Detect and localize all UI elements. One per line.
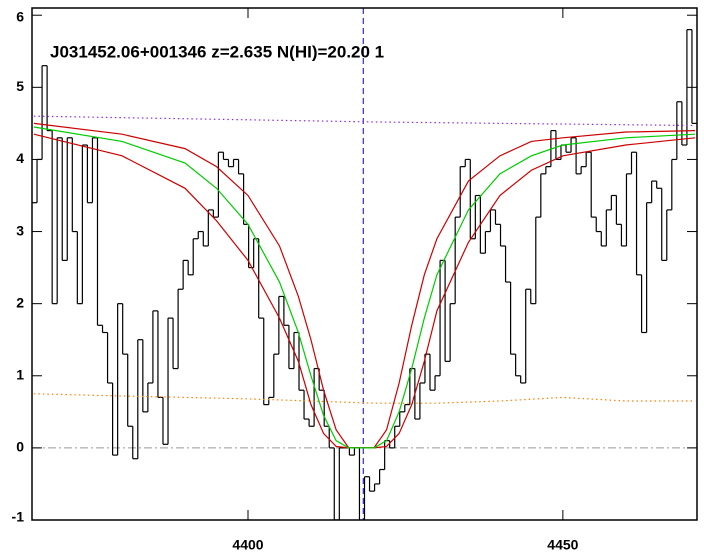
plot-area <box>32 8 697 520</box>
x-tick-label: 4450 <box>547 537 578 553</box>
dotted-curve <box>33 393 696 404</box>
dotted-curve <box>33 115 696 127</box>
y-tick-label: 1 <box>16 366 24 382</box>
y-tick-label: -1 <box>12 509 25 525</box>
y-tick-label: 5 <box>16 78 24 94</box>
y-tick-label: 3 <box>16 222 24 238</box>
chart-title: J031452.06+001346 z=2.635 N(HI)=20.20 1 <box>50 42 384 61</box>
y-tick-label: 4 <box>16 150 24 166</box>
plot-frame <box>31 7 698 521</box>
model-curve <box>33 133 696 449</box>
y-tick-label: 2 <box>16 294 24 310</box>
model-curve <box>33 126 696 449</box>
y-tick-label: 0 <box>16 439 24 455</box>
x-tick-label: 4400 <box>232 537 263 553</box>
y-tick-label: 6 <box>16 9 24 25</box>
model-curve <box>33 122 696 449</box>
